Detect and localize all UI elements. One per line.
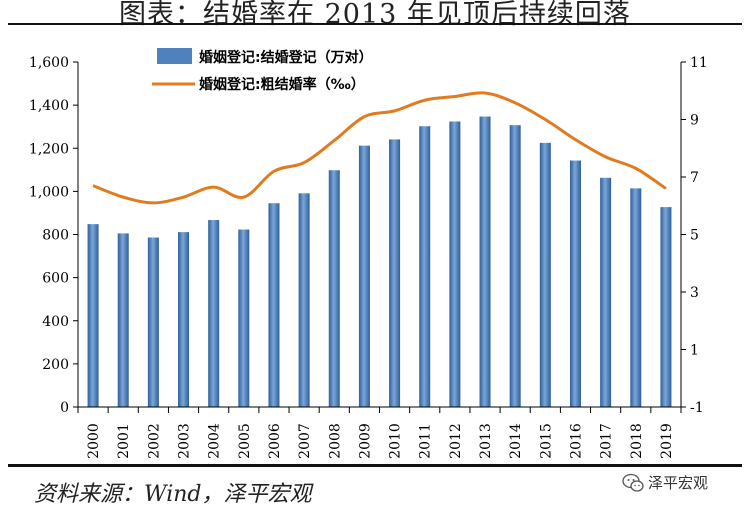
bar-2004: [208, 220, 219, 407]
right-tick-label: 1: [690, 343, 699, 359]
bar-2019: [660, 207, 671, 407]
bar-2008: [329, 170, 340, 407]
bottom-divider: [8, 464, 742, 467]
bar-2014: [510, 125, 521, 407]
brand-badge: 泽平宏观: [622, 472, 708, 493]
wechat-icon: [622, 473, 644, 493]
right-tick-label: 7: [690, 170, 699, 186]
x-tick-label-2001: 2001: [116, 423, 132, 459]
x-tick-label-2004: 2004: [207, 423, 223, 459]
bar-2002: [148, 238, 159, 407]
bar-2003: [178, 232, 189, 407]
x-tick-label-2014: 2014: [508, 423, 524, 459]
x-tick-label-2000: 2000: [86, 423, 102, 459]
bar-2016: [570, 161, 581, 407]
bar-2018: [630, 188, 641, 407]
bars-layer: [88, 117, 672, 407]
legend-bar-label: 婚姻登记:结婚登记（万对）: [199, 49, 373, 66]
left-tick-label: 1,200: [29, 141, 69, 157]
bar-2009: [359, 146, 370, 407]
x-tick-label-2006: 2006: [267, 423, 283, 459]
x-tick-label-2010: 2010: [388, 423, 404, 459]
bar-2011: [419, 126, 430, 407]
x-tick-label-2012: 2012: [448, 423, 464, 459]
left-tick-label: 1,400: [29, 98, 69, 114]
brand-label: 泽平宏观: [648, 472, 708, 493]
legend-line-label: 婚姻登记:粗结婚率（‰）: [199, 76, 365, 93]
legend-bar-swatch: [157, 48, 192, 64]
x-tick-label-2019: 2019: [659, 423, 675, 459]
legend: 婚姻登记:结婚登记（万对） 婚姻登记:粗结婚率（‰）: [152, 48, 373, 93]
right-tick-label: -1: [690, 400, 704, 416]
x-tick-label-2016: 2016: [568, 423, 584, 459]
bar-2013: [480, 117, 491, 407]
x-tick-label-2015: 2015: [538, 423, 554, 459]
x-tick-label-2008: 2008: [327, 423, 343, 459]
bar-2000: [88, 224, 99, 407]
bar-2015: [540, 143, 551, 407]
right-tick-label: 5: [690, 228, 699, 244]
x-tick-label-2005: 2005: [237, 423, 253, 459]
right-tick-label: 11: [690, 55, 708, 71]
bar-2010: [389, 139, 400, 407]
right-tick-label: 9: [690, 113, 699, 129]
x-tick-label-2007: 2007: [297, 423, 313, 459]
left-tick-label: 1,600: [29, 55, 69, 71]
x-tick-label-2017: 2017: [599, 423, 615, 459]
left-tick-label: 200: [42, 357, 69, 373]
x-tick-label-2009: 2009: [357, 423, 373, 459]
bar-2006: [268, 203, 279, 407]
right-tick-label: 3: [690, 285, 699, 301]
bar-2001: [118, 233, 129, 407]
bar-2017: [600, 178, 611, 407]
bar-2007: [299, 193, 310, 407]
x-tick-label-2003: 2003: [177, 423, 193, 459]
source-note: 资料来源：Wind，泽平宏观: [34, 476, 312, 508]
bar-2012: [449, 122, 460, 407]
left-tick-label: 400: [42, 314, 69, 330]
x-tick-label-2011: 2011: [418, 423, 434, 459]
x-tick-label-2013: 2013: [478, 423, 494, 459]
left-tick-label: 600: [42, 271, 69, 287]
x-tick-label-2018: 2018: [629, 423, 645, 459]
chart-svg: 0 200 400 600 800 1,000 1,200 1,400 1,600 -1 1 3 5 7 9…: [0, 0, 750, 470]
x-tick-label-2002: 2002: [146, 423, 162, 459]
left-tick-label: 0: [60, 400, 69, 416]
left-tick-label: 1,000: [29, 184, 69, 200]
left-tick-label: 800: [42, 228, 69, 244]
bar-2005: [238, 230, 249, 407]
